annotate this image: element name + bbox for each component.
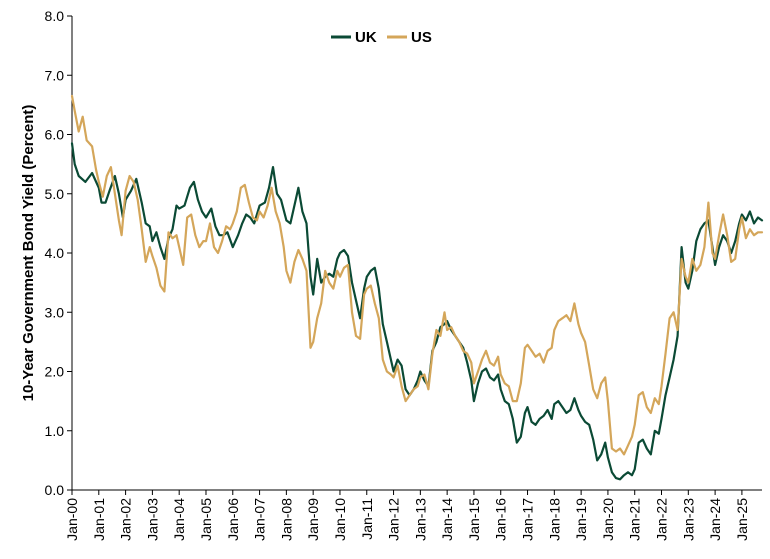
y-tick-label: 0.0 <box>45 482 65 498</box>
x-tick-label: Jan-13 <box>412 498 428 541</box>
x-tick-label: Jan-24 <box>707 498 723 541</box>
series-layer <box>70 94 764 481</box>
x-tick-label: Jan-19 <box>573 498 589 541</box>
y-tick-label: 7.0 <box>45 67 65 83</box>
series-line-uk <box>70 142 764 481</box>
x-tick-label: Jan-14 <box>439 498 455 541</box>
x-tick-label: Jan-05 <box>198 498 214 541</box>
y-tick-label: 2.0 <box>45 364 65 380</box>
y-tick-label: 3.0 <box>45 304 65 320</box>
legend-label-us: US <box>411 29 432 46</box>
x-tick-label: Jan-15 <box>466 498 482 541</box>
x-tick-label: Jan-10 <box>332 498 348 541</box>
x-tick-label: Jan-07 <box>252 498 268 541</box>
x-tick-label: Jan-21 <box>627 498 643 541</box>
x-tick-label: Jan-00 <box>64 498 80 541</box>
y-tick-label: 6.0 <box>45 127 65 143</box>
x-tick-label: Jan-02 <box>118 498 134 541</box>
x-tick-label: Jan-25 <box>734 498 750 541</box>
x-tick-label: Jan-12 <box>386 498 402 541</box>
x-tick-label: Jan-22 <box>654 498 670 541</box>
x-tick-label: Jan-17 <box>520 498 536 541</box>
y-tick-label: 8.0 <box>45 8 65 24</box>
y-tick-label: 5.0 <box>45 186 65 202</box>
legend: UK US <box>331 29 432 46</box>
y-tick-label: 1.0 <box>45 423 65 439</box>
x-tick-label: Jan-11 <box>359 498 375 540</box>
x-tick-label: Jan-01 <box>91 498 107 541</box>
y-axis-title: 10-Year Government Bond Yield (Percent) <box>20 105 37 402</box>
x-tick-label: Jan-03 <box>144 498 160 541</box>
x-tick-label: Jan-18 <box>546 498 562 541</box>
legend-label-uk: UK <box>355 29 377 46</box>
x-tick-label: Jan-06 <box>225 498 241 541</box>
x-tick-label: Jan-20 <box>600 498 616 541</box>
x-tick-label: Jan-23 <box>680 498 696 541</box>
x-tick-label: Jan-04 <box>171 498 187 541</box>
axes: 0.0 1.0 2.0 3.0 4.0 5.0 6.0 7.0 8.0 Jan-00 Jan-01 J… <box>45 8 762 541</box>
x-tick-label: Jan-09 <box>305 498 321 541</box>
x-tick-label: Jan-08 <box>278 498 294 541</box>
series-line-us <box>70 94 764 456</box>
y-tick-label: 4.0 <box>45 245 65 261</box>
x-tick-label: Jan-16 <box>493 498 509 541</box>
